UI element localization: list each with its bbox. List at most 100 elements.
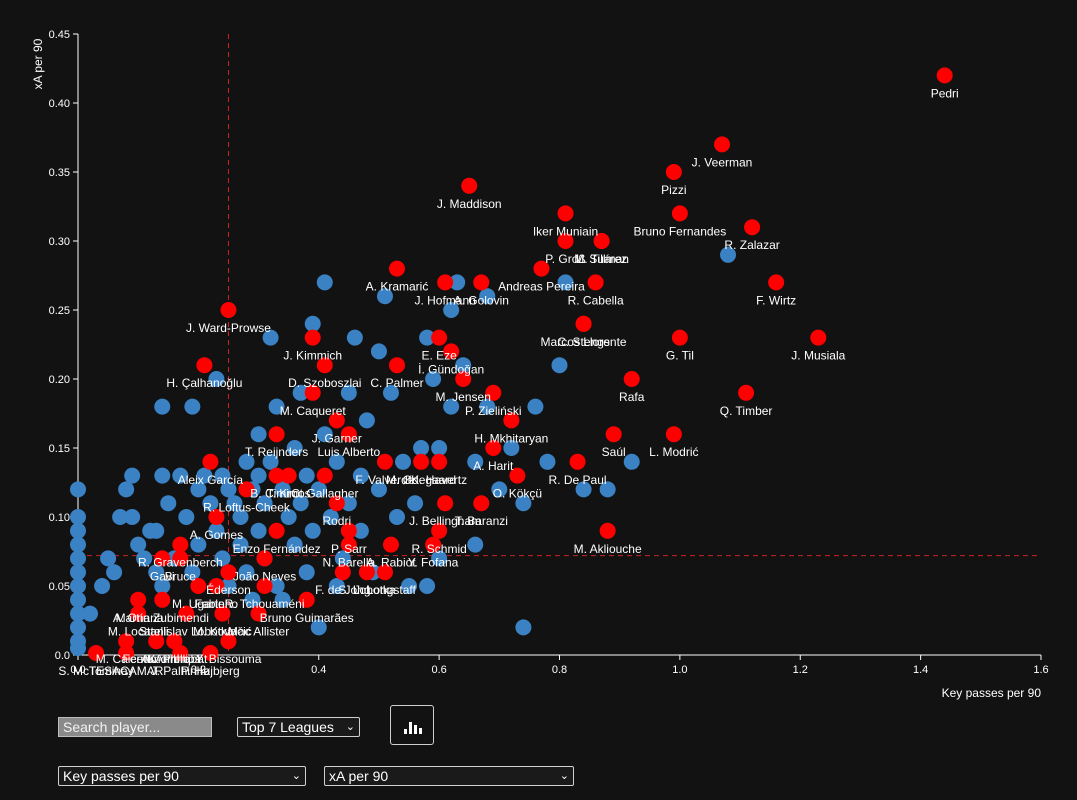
player-point-highlighted [599, 522, 616, 539]
player-label: C. Gallagher [291, 487, 358, 501]
player-point-highlighted [503, 412, 520, 429]
player-label: A. Golovin [454, 293, 509, 307]
player-label: H. Çalhanoğlu [166, 376, 242, 390]
player-label: R. Zalazar [724, 238, 779, 252]
player-point [238, 564, 255, 581]
player-point-highlighted [413, 453, 430, 470]
y-tick-label: 0.30 [49, 236, 70, 248]
player-point-highlighted [118, 645, 135, 661]
player-label: M. Kovačić [193, 625, 252, 639]
league-select[interactable]: Top 7 Leagues ⌄ [237, 717, 360, 737]
player-point [274, 481, 291, 498]
player-point-highlighted [382, 536, 399, 553]
player-point [70, 640, 86, 657]
player-search-input[interactable] [58, 717, 212, 737]
player-point-highlighted [388, 357, 405, 374]
player-point-highlighted [118, 633, 135, 650]
player-point-highlighted [280, 467, 297, 484]
player-point [419, 578, 436, 594]
player-point [358, 412, 375, 429]
player-point-highlighted [316, 357, 333, 374]
player-point-highlighted [340, 536, 357, 553]
player-point [94, 578, 111, 594]
player-point [455, 357, 472, 374]
player-label: Fabinho [195, 597, 239, 611]
player-point-highlighted [172, 645, 189, 661]
player-label: J. Kimmich [283, 349, 342, 363]
player-point [262, 329, 279, 346]
player-point-highlighted [172, 550, 189, 567]
player-point [136, 550, 153, 567]
player-point [376, 288, 393, 305]
player-point [244, 591, 261, 608]
player-point [226, 495, 243, 512]
player-label: J. Maddison [437, 197, 502, 211]
player-point [479, 398, 496, 415]
player-label: M. Caqueret [280, 404, 347, 418]
player-point [298, 467, 315, 484]
player-label: R. Schmid [411, 542, 466, 556]
player-label: J. Bellingham [409, 514, 481, 528]
player-label: E. Eze [421, 349, 457, 363]
player-point [70, 509, 86, 525]
player-point [250, 467, 267, 484]
player-label: F. de Jong [315, 583, 370, 597]
player-point [298, 564, 315, 581]
player-label: João Neves [233, 569, 296, 583]
player-label: Gavi [150, 569, 175, 583]
y-metric-select[interactable]: xA per 90 ⌄ [324, 766, 574, 786]
player-point [118, 481, 135, 498]
player-point [214, 467, 231, 484]
player-point-highlighted [936, 67, 953, 84]
player-point-highlighted [202, 453, 219, 470]
player-point-highlighted [744, 219, 761, 236]
player-point-highlighted [431, 329, 448, 346]
player-point [280, 509, 297, 525]
player-point [220, 578, 237, 594]
player-point [328, 453, 345, 470]
player-point-highlighted [431, 522, 448, 539]
player-point [124, 467, 141, 484]
player-point [268, 578, 285, 594]
player-point [148, 522, 165, 539]
player-point [154, 467, 171, 484]
player-point [190, 481, 207, 498]
league-select-value: Top 7 Leagues [242, 719, 334, 735]
player-point [214, 550, 231, 567]
player-point-highlighted [557, 233, 574, 249]
player-point [328, 578, 345, 594]
player-point [395, 453, 412, 470]
player-point [250, 522, 267, 539]
player-point [154, 398, 171, 415]
player-point [256, 495, 273, 512]
x-metric-select[interactable]: Key passes per 90 ⌄ [58, 766, 306, 786]
player-label: TESACAMAR [89, 664, 164, 678]
player-label: P. Sarr [331, 542, 367, 556]
player-point [431, 550, 448, 567]
player-label: Fernandinho [123, 652, 191, 666]
player-point-highlighted [671, 329, 688, 346]
player-label: Rodri [322, 514, 351, 528]
y-tick-label: 0.25 [49, 305, 70, 317]
player-point [250, 426, 267, 443]
player-point-highlighted [358, 564, 375, 581]
player-label: Pizzi [661, 183, 686, 197]
player-point-highlighted [220, 302, 237, 318]
player-label: M. Ødegaard [386, 473, 456, 487]
player-label: Andreas Pereira [498, 280, 585, 294]
player-point-highlighted [425, 536, 442, 553]
player-point-highlighted [88, 645, 105, 661]
player-label: A. Harit [473, 459, 514, 473]
player-point [70, 522, 86, 539]
bar-chart-button[interactable] [390, 705, 434, 745]
player-label: R. Gravenberch [138, 556, 223, 570]
player-label: F. Wirtz [756, 293, 796, 307]
scatter-chart: 0.0 0.2 0.4 0.6 0.8 1.0 1.2 1.4 1.6 0.0 0.05 0.10 0.… [31, 29, 1049, 700]
player-point [70, 591, 86, 608]
player-label: A. Rabiot [366, 556, 416, 570]
player-point [148, 564, 165, 581]
player-point-highlighted [738, 384, 755, 401]
player-label: D. Szoboszlai [288, 376, 361, 390]
player-label: L. Suárez [576, 252, 627, 266]
player-point [124, 509, 141, 525]
